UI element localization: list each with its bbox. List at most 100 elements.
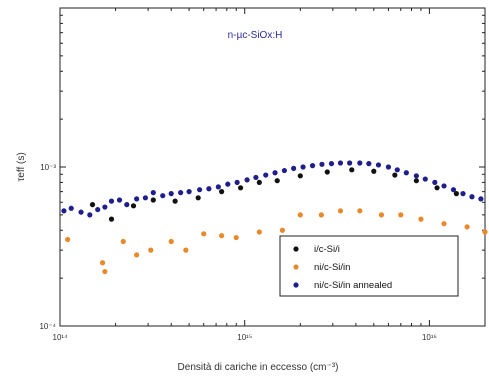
x-tick-label-2: 10¹⁶ [422, 333, 437, 342]
data-point [441, 183, 447, 189]
data-point [318, 212, 324, 218]
data-point [150, 197, 156, 203]
data-point [398, 212, 404, 218]
data-point [120, 238, 126, 245]
y-tick-label-1: 10⁻³ [40, 163, 56, 172]
data-point [482, 229, 488, 235]
data-point [413, 178, 419, 184]
chart-title: n-µc-SiOx:H [228, 30, 283, 41]
legend-label-2: ni/c-Si/in annealed [314, 280, 392, 291]
data-point [450, 187, 457, 193]
y-tick-label-0: 10⁻⁴ [39, 322, 56, 331]
data-point [394, 167, 400, 173]
data-point [413, 173, 419, 179]
data-point [61, 208, 67, 214]
x-tick-label-0: 10¹⁴ [53, 333, 69, 342]
data-point [168, 238, 174, 245]
data-point [186, 189, 192, 195]
data-point [160, 193, 166, 199]
legend-marker-1 [293, 264, 299, 270]
x-axis-label: Densità di cariche in eccesso (cm⁻³) [178, 362, 339, 373]
data-point [89, 202, 96, 208]
data-point [432, 179, 438, 186]
data-point [142, 195, 149, 201]
data-point [134, 252, 140, 258]
legend-marker-0 [293, 246, 299, 252]
data-point [453, 191, 459, 197]
data-point [244, 177, 250, 183]
axis-ticks [59, 8, 486, 327]
data-point [108, 216, 115, 222]
data-point [68, 205, 74, 211]
data-point [234, 179, 240, 186]
data-point [102, 204, 108, 210]
data-point [178, 190, 184, 196]
data-point [418, 216, 424, 222]
data-point [95, 206, 101, 213]
data-point [464, 224, 470, 230]
data-point [375, 162, 382, 168]
data-point [357, 160, 363, 166]
x-tick-label-1: 10¹⁵ [237, 333, 252, 342]
series-0 [89, 167, 459, 222]
data-point [337, 160, 344, 166]
data-point [378, 212, 385, 218]
data-point [233, 234, 239, 241]
legend-label-1: ni/c-Si/in [314, 262, 350, 273]
data-point [297, 212, 303, 218]
data-point [460, 191, 466, 197]
data-point [134, 196, 140, 202]
data-point [291, 165, 297, 171]
data-point [197, 187, 203, 193]
data-point [309, 163, 316, 169]
data-point [366, 161, 372, 167]
data-points [61, 160, 488, 275]
legend-label-0: i/c-Si/i [314, 244, 340, 255]
data-point [65, 236, 71, 243]
data-point [422, 176, 428, 182]
data-point [347, 160, 353, 166]
data-point [219, 189, 225, 195]
data-point [297, 173, 303, 179]
data-point [253, 174, 259, 181]
data-point [441, 221, 447, 227]
data-point [215, 184, 221, 190]
series-2 [61, 160, 484, 218]
data-point [274, 178, 280, 184]
data-point [87, 212, 93, 218]
data-point [300, 164, 306, 170]
data-point [78, 209, 84, 215]
data-point [349, 167, 355, 173]
data-point [434, 185, 440, 191]
data-point [148, 247, 154, 253]
data-point [116, 197, 123, 203]
data-point [272, 170, 278, 176]
y-axis-label: τeff (s) [16, 152, 27, 181]
data-point [328, 161, 335, 167]
data-point [99, 260, 106, 266]
data-point [124, 202, 130, 208]
data-point [237, 185, 244, 191]
data-point [108, 198, 115, 204]
data-point [337, 208, 344, 214]
data-point [385, 164, 392, 170]
data-point [168, 191, 174, 197]
data-point [130, 203, 137, 209]
data-point [371, 168, 377, 174]
data-point [102, 268, 108, 275]
data-point [478, 196, 484, 202]
data-point [195, 195, 201, 201]
data-point [392, 172, 398, 178]
data-point [256, 229, 262, 235]
data-point [150, 190, 156, 196]
legend-marker-2 [293, 282, 299, 288]
data-point [279, 227, 286, 233]
data-point [324, 169, 330, 175]
data-point [225, 181, 231, 187]
data-point [206, 186, 212, 192]
data-point [256, 179, 262, 186]
data-point [201, 231, 207, 237]
data-point [183, 247, 189, 253]
data-point [263, 172, 269, 178]
